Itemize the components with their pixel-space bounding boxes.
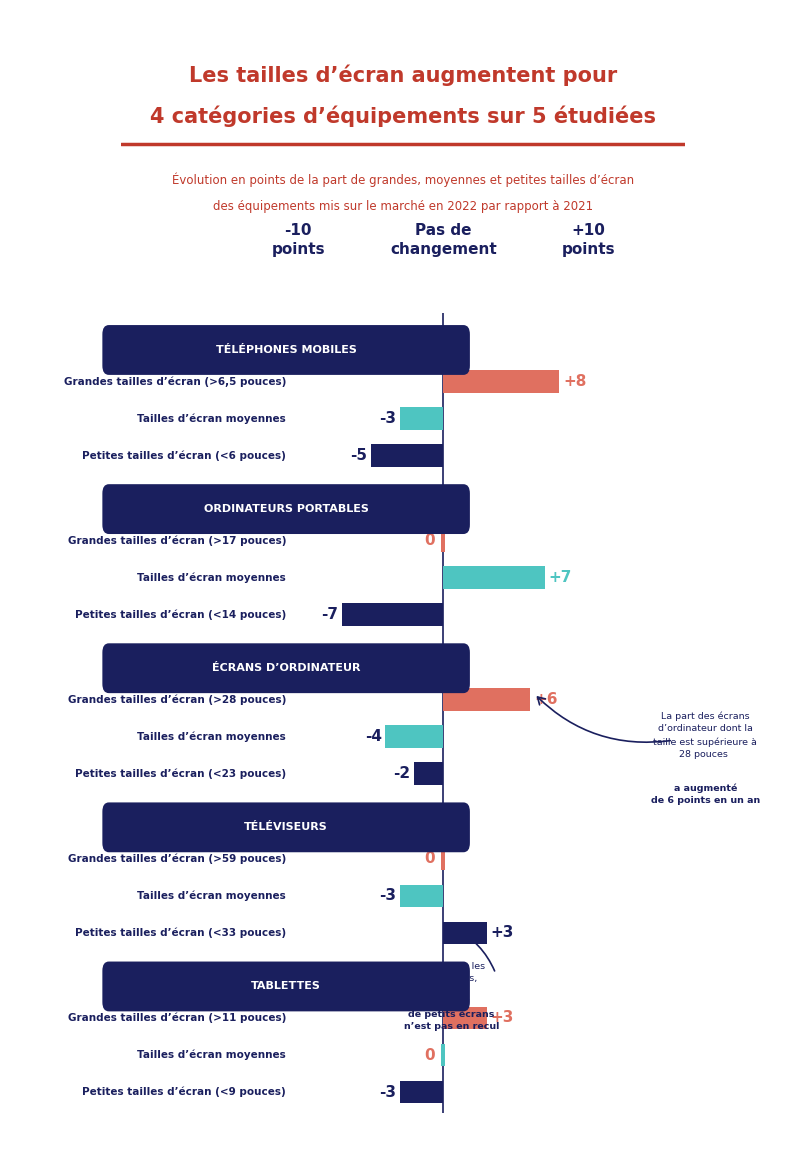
- Bar: [443, 1007, 487, 1029]
- Text: Grandes tailles d’écran (>28 pouces): Grandes tailles d’écran (>28 pouces): [68, 694, 286, 705]
- Text: +6: +6: [534, 692, 558, 707]
- Bar: [400, 407, 443, 430]
- FancyBboxPatch shape: [102, 643, 470, 693]
- Bar: [443, 370, 559, 393]
- FancyArrowPatch shape: [538, 697, 671, 742]
- FancyBboxPatch shape: [102, 802, 470, 852]
- Text: 0: 0: [424, 533, 434, 548]
- Text: -3: -3: [379, 1085, 396, 1100]
- Text: +3: +3: [490, 925, 514, 940]
- Bar: [342, 604, 443, 626]
- Bar: [443, 921, 487, 945]
- Text: -10
points: -10 points: [272, 224, 325, 256]
- Bar: [443, 567, 545, 589]
- Text: a augmenté
de 6 points en un an: a augmenté de 6 points en un an: [650, 783, 760, 806]
- Text: Grandes tailles d’écran (>11 pouces): Grandes tailles d’écran (>11 pouces): [68, 1013, 286, 1023]
- Text: 0: 0: [424, 852, 434, 866]
- Text: Grandes tailles d’écran (>59 pouces): Grandes tailles d’écran (>59 pouces): [68, 853, 286, 865]
- Text: Grandes tailles d’écran (>17 pouces): Grandes tailles d’écran (>17 pouces): [68, 535, 286, 546]
- Text: La part des écrans
d’ordinateur dont la
taille est supérieure à
28 pouces: La part des écrans d’ordinateur dont la …: [654, 712, 757, 759]
- Text: Petites tailles d’écran (<6 pouces): Petites tailles d’écran (<6 pouces): [82, 451, 286, 461]
- Text: des équipements mis sur le marché en 2022 par rapport à 2021: des équipements mis sur le marché en 202…: [213, 199, 593, 213]
- Text: TABLETTES: TABLETTES: [251, 982, 321, 991]
- Bar: [442, 1044, 445, 1066]
- Text: Les tailles d’écran augmentent pour: Les tailles d’écran augmentent pour: [189, 65, 617, 86]
- Bar: [371, 444, 443, 467]
- FancyBboxPatch shape: [102, 484, 470, 534]
- Text: +8: +8: [563, 374, 587, 389]
- Bar: [400, 1080, 443, 1103]
- Bar: [442, 530, 445, 552]
- Text: Pas de
changement: Pas de changement: [390, 224, 496, 256]
- Text: Tailles d’écran moyennes: Tailles d’écran moyennes: [137, 573, 286, 583]
- Text: -3: -3: [379, 889, 396, 903]
- Text: Petites tailles d’écran (<14 pouces): Petites tailles d’écran (<14 pouces): [75, 610, 286, 620]
- Text: -7: -7: [321, 607, 338, 622]
- FancyBboxPatch shape: [102, 962, 470, 1012]
- Text: Tailles d’écran moyennes: Tailles d’écran moyennes: [137, 890, 286, 902]
- Text: Tailles d’écran moyennes: Tailles d’écran moyennes: [137, 731, 286, 742]
- FancyArrowPatch shape: [455, 928, 495, 971]
- Text: ORDINATEURS PORTABLES: ORDINATEURS PORTABLES: [204, 504, 368, 515]
- Text: Évolution en points de la part de grandes, moyennes et petites tailles d’écran: Évolution en points de la part de grande…: [172, 173, 634, 187]
- Text: +3: +3: [490, 1011, 514, 1026]
- Bar: [414, 763, 443, 785]
- Text: TÉLÉVISEURS: TÉLÉVISEURS: [244, 823, 328, 832]
- Text: Grandes tailles d’écran (>6,5 pouces): Grandes tailles d’écran (>6,5 pouces): [64, 377, 286, 387]
- Bar: [400, 884, 443, 907]
- Text: Petites tailles d’écran (<9 pouces): Petites tailles d’écran (<9 pouces): [82, 1087, 286, 1098]
- Text: -5: -5: [350, 449, 367, 464]
- Text: la part
de petits écrans
n’est pas en recul: la part de petits écrans n’est pas en re…: [404, 997, 499, 1032]
- Text: 0: 0: [424, 1048, 434, 1063]
- Text: Tailles d’écran moyennes: Tailles d’écran moyennes: [137, 414, 286, 424]
- Text: ÉCRANS D’ORDINATEUR: ÉCRANS D’ORDINATEUR: [212, 663, 360, 673]
- Text: Tailles d’écran moyennes: Tailles d’écran moyennes: [137, 1050, 286, 1060]
- Bar: [385, 726, 443, 748]
- Text: 4 catégories d’équipements sur 5 étudiées: 4 catégories d’équipements sur 5 étudiée…: [150, 105, 656, 126]
- Text: Petites tailles d’écran (<33 pouces): Petites tailles d’écran (<33 pouces): [75, 927, 286, 938]
- Text: -4: -4: [364, 729, 382, 744]
- Text: +10
points: +10 points: [562, 224, 615, 256]
- Bar: [442, 847, 445, 870]
- Text: -3: -3: [379, 411, 396, 427]
- Text: Seuls chez les
téléviseurs,: Seuls chez les téléviseurs,: [418, 962, 485, 984]
- Text: +7: +7: [548, 570, 572, 585]
- Bar: [443, 688, 530, 710]
- FancyBboxPatch shape: [102, 325, 470, 374]
- Text: TÉLÉPHONES MOBILES: TÉLÉPHONES MOBILES: [216, 345, 356, 355]
- Text: Petites tailles d’écran (<23 pouces): Petites tailles d’écran (<23 pouces): [75, 768, 286, 779]
- Text: -2: -2: [393, 766, 410, 781]
